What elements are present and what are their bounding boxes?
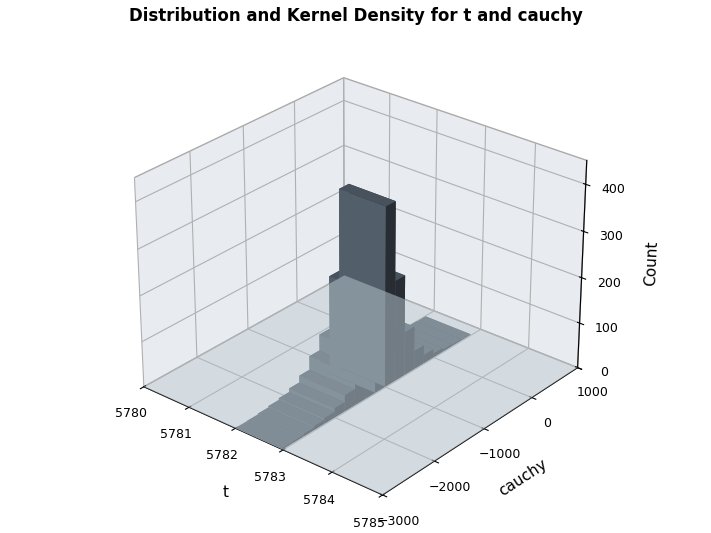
X-axis label: t: t [223,484,229,500]
Y-axis label: cauchy: cauchy [496,457,550,499]
Title: Distribution and Kernel Density for t and cauchy: Distribution and Kernel Density for t an… [129,7,582,25]
